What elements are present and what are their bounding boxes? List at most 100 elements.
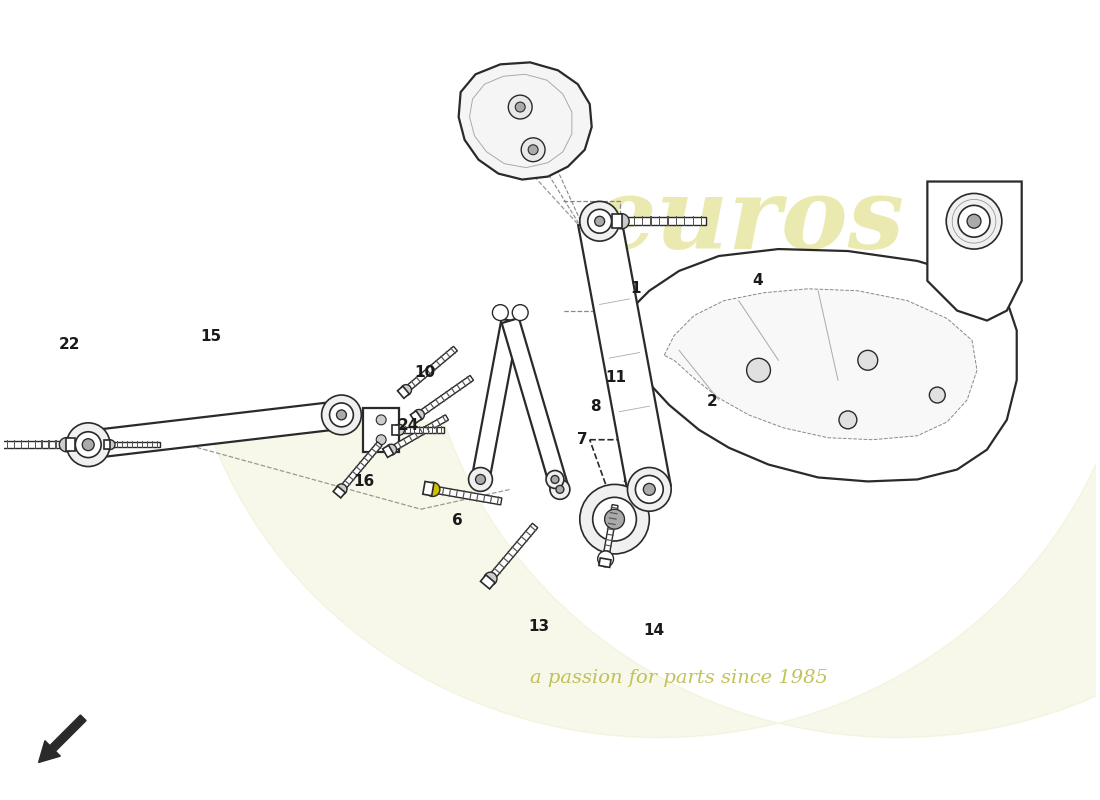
Bar <box>606 534 614 536</box>
Bar <box>487 523 538 581</box>
Bar <box>610 506 618 509</box>
Bar <box>363 457 370 462</box>
Bar <box>516 541 524 547</box>
Bar <box>437 426 438 434</box>
Circle shape <box>614 214 629 229</box>
Circle shape <box>597 551 614 567</box>
Bar <box>598 558 611 567</box>
Polygon shape <box>502 318 569 492</box>
Bar <box>112 442 113 448</box>
Circle shape <box>508 95 532 119</box>
Bar <box>366 452 374 458</box>
Circle shape <box>644 483 656 495</box>
Circle shape <box>376 434 386 445</box>
Bar <box>642 216 644 226</box>
Bar <box>498 562 505 569</box>
Bar <box>436 360 441 366</box>
Text: ares: ares <box>749 282 987 378</box>
Circle shape <box>66 423 110 466</box>
Circle shape <box>400 385 411 395</box>
Circle shape <box>546 470 564 488</box>
Circle shape <box>106 440 116 450</box>
Bar <box>462 490 465 499</box>
Text: 7: 7 <box>578 432 588 447</box>
Bar <box>436 418 441 426</box>
Bar <box>399 427 443 433</box>
Bar <box>488 573 496 579</box>
Bar <box>440 355 447 362</box>
Bar <box>493 567 500 574</box>
Text: 10: 10 <box>414 365 435 380</box>
Bar <box>55 440 56 449</box>
Bar <box>21 440 22 449</box>
Polygon shape <box>579 218 671 494</box>
Bar <box>612 214 621 228</box>
Text: 14: 14 <box>644 623 664 638</box>
Text: 2: 2 <box>706 394 717 409</box>
Circle shape <box>839 411 857 429</box>
Bar <box>0 442 66 448</box>
Bar <box>608 518 617 520</box>
Bar <box>340 484 346 490</box>
Bar <box>450 347 456 354</box>
Bar <box>520 535 528 542</box>
Bar <box>430 364 437 370</box>
FancyArrow shape <box>39 715 86 762</box>
Bar <box>351 470 359 477</box>
Circle shape <box>930 387 945 403</box>
Bar <box>441 426 442 434</box>
Bar <box>34 440 35 449</box>
Circle shape <box>337 410 346 420</box>
Circle shape <box>600 553 612 565</box>
Bar <box>397 386 409 398</box>
Text: 4: 4 <box>752 274 763 288</box>
Bar <box>397 441 401 449</box>
Bar <box>146 442 147 448</box>
Bar <box>442 415 447 422</box>
Bar <box>451 387 456 394</box>
Bar <box>66 438 76 451</box>
Bar <box>634 216 635 226</box>
Bar <box>675 216 676 226</box>
Bar <box>483 494 485 503</box>
Bar <box>344 479 351 486</box>
Circle shape <box>426 482 440 497</box>
Bar <box>668 216 669 226</box>
Circle shape <box>475 474 485 485</box>
Bar <box>430 422 436 429</box>
Bar <box>348 475 354 481</box>
Text: 1: 1 <box>630 282 640 296</box>
Bar <box>455 489 458 498</box>
Circle shape <box>551 475 559 483</box>
Bar <box>455 383 461 390</box>
Bar <box>625 216 626 226</box>
Bar <box>425 406 430 413</box>
Polygon shape <box>472 319 519 481</box>
Circle shape <box>946 194 1002 249</box>
Polygon shape <box>459 62 592 179</box>
Bar <box>481 575 495 589</box>
Bar <box>63 440 64 449</box>
Bar <box>446 351 451 358</box>
Text: since 1985: since 1985 <box>776 414 960 446</box>
Bar <box>355 466 362 472</box>
Circle shape <box>414 410 425 420</box>
Bar <box>429 402 434 410</box>
Polygon shape <box>619 249 1016 482</box>
Circle shape <box>556 486 564 494</box>
Bar <box>469 491 472 501</box>
Bar <box>7 440 8 449</box>
Bar <box>650 216 651 226</box>
Bar <box>609 512 618 514</box>
Bar <box>374 443 382 449</box>
Text: 22: 22 <box>58 337 80 352</box>
Bar <box>432 426 433 434</box>
Circle shape <box>580 202 619 241</box>
Circle shape <box>958 206 990 237</box>
Bar <box>13 440 14 449</box>
Circle shape <box>394 424 405 435</box>
Bar <box>605 538 613 542</box>
Circle shape <box>336 484 346 495</box>
Bar <box>490 495 493 504</box>
Bar <box>48 440 50 449</box>
